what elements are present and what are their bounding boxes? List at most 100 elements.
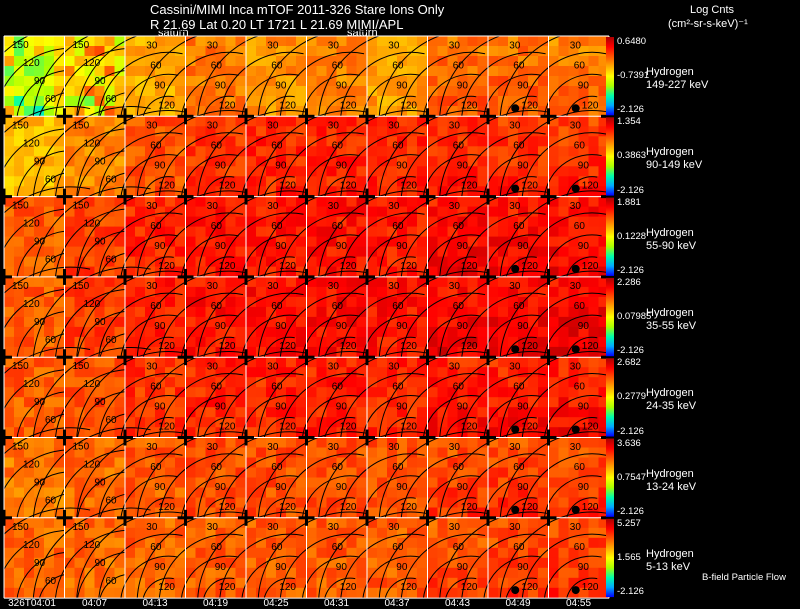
contour-line — [422, 555, 481, 605]
units-label: (cm²-sr-s-keV)⁻¹ — [668, 18, 748, 30]
heat-pixel — [367, 417, 378, 428]
contour-label: 30 — [207, 121, 219, 132]
heat-pixel — [135, 447, 146, 458]
heat-pixel — [598, 357, 609, 368]
heat-pixel — [84, 176, 95, 187]
heat-pixel — [44, 156, 55, 167]
heat-pixel — [508, 56, 519, 67]
heat-pixel — [326, 146, 337, 157]
heat-pixel — [145, 357, 156, 368]
heat-pixel — [447, 56, 458, 67]
contour-label: 90 — [457, 80, 469, 91]
heat-pixel — [256, 146, 267, 157]
heat-pixel — [235, 76, 246, 87]
heat-pixel — [518, 226, 529, 237]
heat-pixel — [24, 377, 35, 388]
heat-pixel — [256, 246, 267, 257]
heat-pixel — [175, 56, 186, 67]
heat-pixel — [387, 457, 398, 468]
heat-pixel — [145, 517, 156, 529]
heat-pixel — [336, 116, 347, 127]
contour-line — [158, 212, 244, 283]
heat-pixel — [558, 427, 569, 438]
heat-pixel — [336, 256, 347, 267]
heat-pixel — [104, 467, 115, 478]
heat-pixel — [316, 397, 327, 408]
heat-pixel — [548, 437, 559, 448]
heat-pixel — [246, 397, 257, 408]
heat-pixel — [558, 377, 569, 388]
heat-pixel — [387, 216, 398, 227]
heat-pixel — [104, 397, 115, 408]
heat-pixel — [356, 336, 367, 348]
heat-pixel — [588, 126, 599, 137]
heat-pixel — [135, 487, 146, 498]
heat-pixel — [377, 587, 388, 599]
heat-pixel — [145, 56, 156, 67]
heat-pixel — [114, 567, 125, 579]
heat-pixel — [417, 126, 428, 137]
heat-pixel — [346, 577, 357, 589]
heat-pixel — [4, 206, 15, 217]
heat-pixel — [276, 397, 287, 408]
heat-pixel — [296, 497, 307, 508]
heat-pixel — [578, 216, 589, 227]
heat-pixel — [417, 467, 428, 478]
heat-pixel — [135, 156, 146, 167]
heat-pixel — [104, 96, 115, 107]
contour-label: 60 — [45, 496, 57, 507]
heat-pixel — [377, 316, 388, 328]
heat-pixel — [165, 36, 176, 47]
heat-pixel — [94, 36, 105, 47]
contour-label: 90 — [517, 482, 529, 493]
heat-pixel — [145, 346, 156, 358]
heat-pixel — [326, 256, 337, 267]
heat-pixel — [104, 567, 115, 579]
heat-pixel — [558, 336, 569, 348]
heat-pixel — [367, 296, 378, 308]
heat-pixel — [195, 176, 206, 187]
heat-pixel — [417, 316, 428, 328]
heat-pixel — [44, 457, 55, 468]
heat-pixel — [205, 156, 216, 167]
heat-pixel — [417, 537, 428, 549]
contour-label: 90 — [396, 482, 408, 493]
heat-pixel — [276, 487, 287, 498]
heat-pixel — [266, 96, 277, 107]
contour-label: 30 — [267, 281, 279, 292]
heat-pixel — [477, 166, 488, 177]
heat-pixel — [598, 437, 609, 448]
heat-pixel — [84, 517, 95, 529]
contour-line — [279, 533, 365, 605]
heat-pixel — [286, 86, 297, 97]
heat-pixel — [306, 236, 317, 247]
heat-pixel — [165, 106, 176, 117]
heat-pixel — [34, 36, 45, 47]
heat-pixel — [477, 116, 488, 127]
heat-pixel — [437, 116, 448, 127]
heat-pixel — [64, 116, 75, 127]
heat-pixel — [114, 76, 125, 87]
contour-label: 90 — [336, 402, 348, 413]
heat-pixel — [34, 437, 45, 448]
saturn-marker — [511, 104, 520, 113]
heat-pixel — [588, 326, 599, 338]
heat-pixel — [175, 166, 186, 177]
heat-pixel — [538, 336, 549, 348]
heat-pixel — [528, 276, 539, 288]
heat-pixel — [104, 377, 115, 388]
heat-pixel — [175, 316, 186, 328]
contour-label: 120 — [23, 379, 40, 390]
heat-pixel — [306, 66, 317, 77]
contour-line — [340, 292, 425, 364]
heat-pixel — [528, 336, 539, 348]
heat-pixel — [24, 146, 35, 157]
heat-pixel — [598, 116, 609, 127]
contour-label: 90 — [215, 562, 227, 573]
heat-pixel — [195, 587, 206, 599]
heat-pixel — [578, 527, 589, 539]
heat-pixel — [286, 326, 297, 338]
heat-pixel — [578, 517, 589, 529]
heat-pixel — [598, 36, 609, 47]
heat-pixel — [306, 36, 317, 47]
